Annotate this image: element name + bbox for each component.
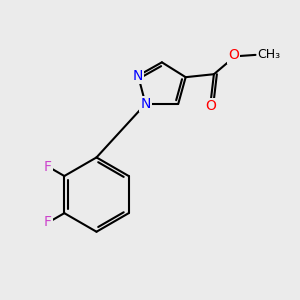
Text: F: F: [44, 160, 51, 174]
Text: N: N: [140, 97, 151, 111]
Text: O: O: [206, 99, 216, 113]
Text: N: N: [133, 69, 143, 83]
Text: O: O: [228, 49, 239, 62]
Text: CH₃: CH₃: [257, 48, 280, 61]
Text: F: F: [44, 215, 51, 229]
